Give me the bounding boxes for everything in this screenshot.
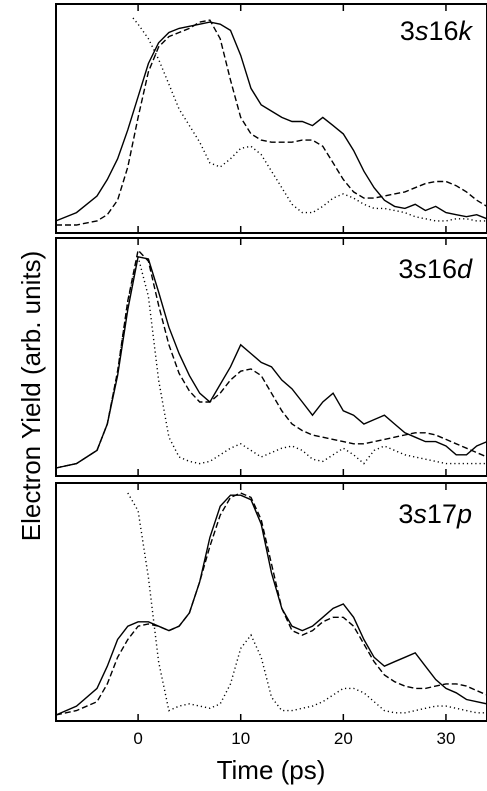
x-tick-label: 30 (436, 729, 455, 748)
panel-frame (55, 3, 487, 234)
series-dotted-line (132, 17, 487, 222)
panel-3s16d: 3s16d (55, 237, 487, 477)
series-dashed-line (55, 248, 487, 469)
tick-layer (137, 483, 447, 721)
panel-label: 3s16d (398, 254, 473, 284)
panel-3s17p: 3s17p (55, 482, 487, 722)
series-dashed-line (55, 492, 487, 716)
series-solid-line (55, 255, 487, 469)
x-tick-label: 0 (133, 729, 142, 748)
x-tick-labels: 0 10 20 30 (133, 729, 455, 748)
x-axis-label: Time (ps) (217, 755, 326, 785)
panel-label: 3s16k (400, 16, 474, 46)
x-tick-label: 10 (231, 729, 250, 748)
panel-3s16k: 3s16k (55, 3, 487, 234)
tick-layer (137, 4, 447, 233)
panel-frame (55, 237, 487, 477)
series-dotted-line (55, 256, 487, 469)
series-layer (55, 17, 487, 226)
tick-layer (137, 238, 447, 476)
panel-frame (55, 482, 487, 722)
x-tick-label: 20 (334, 729, 353, 748)
series-layer (55, 248, 487, 469)
y-axis-label: Electron Yield (arb. units) (16, 251, 46, 541)
panel-label: 3s17p (398, 499, 472, 529)
series-layer (55, 492, 487, 716)
series-dashed-line (56, 19, 487, 226)
series-solid-line (55, 21, 487, 222)
